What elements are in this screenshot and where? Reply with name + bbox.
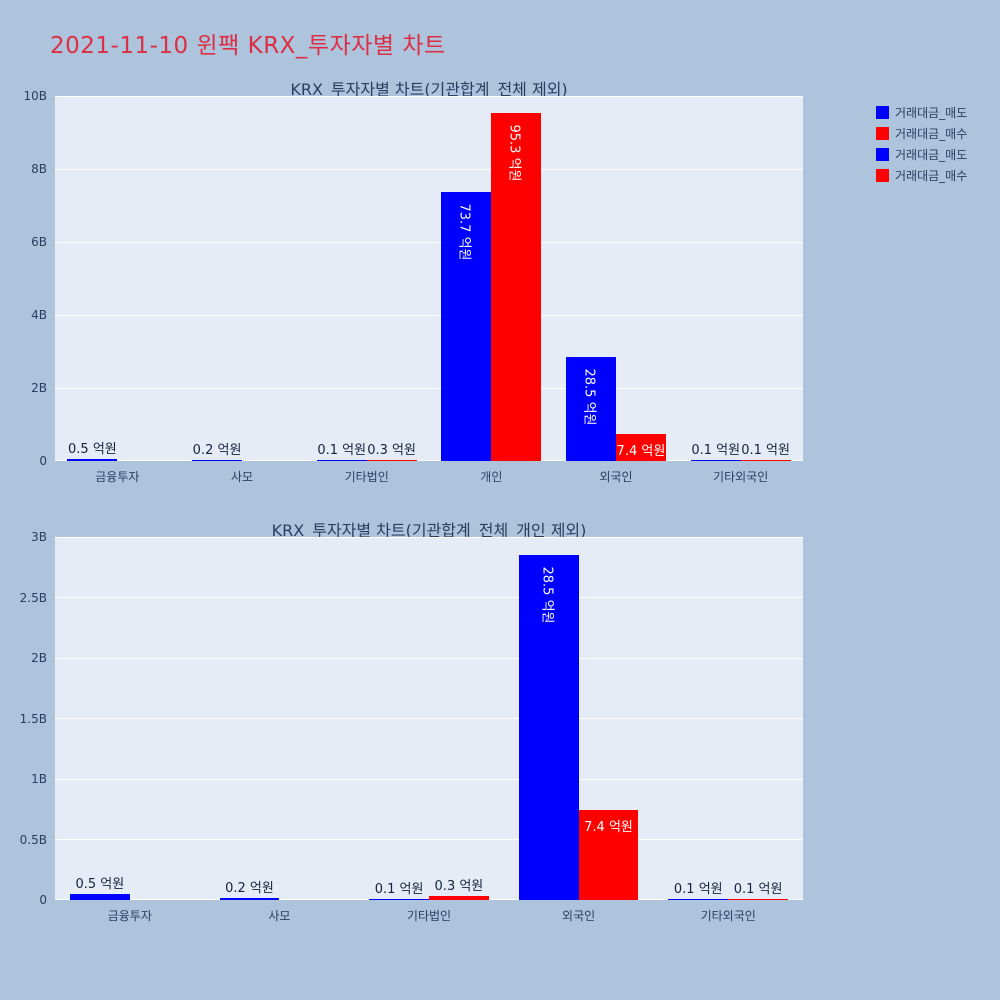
bar-value-label: 0.1 억원 [673,881,723,897]
x-tick-label: 기타법인 [406,909,452,923]
legend-swatch-icon [876,106,889,119]
bar-value-label: 73.7 억원 [456,203,472,261]
chart-title: KRX_투자자별 차트(기관합계_전체 제외) [290,80,568,99]
bar-거래대금_매수-개인[interactable]: 95.3 억원 [491,113,542,461]
bar-거래대금_매도-개인[interactable]: 73.7 억원 [441,192,492,461]
page-title: 2021-11-10 윈팩 KRX_투자자별 차트 [50,33,446,59]
chart-title: KRX_투자자별 차트(기관합계_전체_개인 제외) [271,521,587,540]
bar-value-label: 0.1 억원 [691,443,741,458]
bar-거래대금_매수-기타외국인[interactable]: 0.1 억원 [740,443,791,461]
bar-value-label: 0.1 억원 [374,881,424,897]
x-tick-label: 개인 [480,470,503,484]
bar-거래대금_매수-기타법인[interactable]: 0.3 억원 [366,443,417,461]
y-tick-label: 0 [39,454,47,468]
y-tick-label: 0.5B [19,832,47,847]
bar-value-label: 0.2 억원 [192,443,242,458]
bar-거래대금_매수-외국인[interactable]: 7.4 억원 [616,434,666,461]
bar-거래대금_매도-사모[interactable]: 0.2 억원 [219,881,280,900]
x-tick-label: 기타외국인 [713,470,769,484]
gridline [55,387,803,389]
y-tick-label: 0 [39,893,47,907]
bar-value-label: 0.5 억원 [75,876,125,892]
bar-value-label: 0.2 억원 [225,880,274,896]
gridline [55,839,803,840]
gridline [55,778,803,780]
bar-거래대금_매수-외국인[interactable]: 7.4 억원 [578,810,639,900]
x-tick-label: 사모 [230,470,254,484]
bar-value-label: 7.4 억원 [616,444,666,459]
x-tick-label: 외국인 [599,470,633,484]
legend-item-1[interactable]: 거래대금_매수 [876,123,967,144]
gridline [55,96,803,97]
gridline [55,718,803,719]
gridline [55,597,803,598]
x-tick-label: 금융투자 [107,909,152,923]
bar-value-label: 28.5 억원 [539,566,555,624]
bar-거래대금_매도-기타법인[interactable]: 0.1 억원 [316,443,367,461]
legend-label: 거래대금_매수 [895,127,968,141]
bar-value-label: 28.5 억원 [581,368,597,426]
legend: 거래대금_매도 거래대금_매수 거래대금_매도 거래대금_매수 [876,102,967,186]
y-tick-label: 1.5B [19,711,47,726]
y-tick-label: 2B [31,381,47,395]
x-tick-label: 기타법인 [344,470,389,484]
bar-value-label: 7.4 억원 [584,820,633,836]
bar-value-label: 95.3 억원 [506,124,522,182]
bar-value-label: 0.1 억원 [317,443,367,458]
legend-swatch-icon [876,148,889,161]
bar-거래대금_매도-기타외국인[interactable]: 0.1 억원 [668,882,729,900]
legend-item-2[interactable]: 거래대금_매도 [876,144,967,165]
legend-label: 거래대금_매도 [895,106,968,120]
bar-거래대금_매도-금융투자[interactable]: 0.5 억원 [67,442,118,461]
gridline [55,168,803,170]
x-tick-label: 기타외국인 [700,909,756,923]
bar-거래대금_매도-외국인[interactable]: 28.5 억원 [566,356,616,461]
y-tick-label: 6B [31,235,47,249]
bar-거래대금_매도-기타법인[interactable]: 0.1 억원 [369,882,429,900]
gridline [55,460,803,461]
bar-value-label: 0.1 억원 [733,881,783,897]
legend-swatch-icon [876,169,889,182]
legend-item-3[interactable]: 거래대금_매수 [876,165,967,186]
gridline [55,314,803,316]
x-tick-label: 외국인 [562,909,596,923]
bar-거래대금_매수-기타외국인[interactable]: 0.1 억원 [728,882,789,900]
bar-value-label: 0.3 억원 [367,442,416,458]
y-tick-label: 2B [31,651,47,665]
y-tick-label: 2.5B [19,590,47,605]
x-tick-label: 사모 [268,909,291,923]
y-tick-label: 8B [31,162,47,176]
bar-거래대금_매도-금융투자[interactable]: 0.5 억원 [69,877,130,900]
bar-value-label: 0.1 억원 [741,443,790,458]
y-tick-label: 4B [31,308,47,322]
bar-거래대금_매도-기타외국인[interactable]: 0.1 억원 [690,443,741,461]
legend-swatch-icon [876,127,889,140]
legend-label: 거래대금_매수 [895,169,968,183]
plot-area: 0.5 억원 0.2 억원 0.1 억원 0.3 억원 73.7 억원 95.3 억원 28… [55,96,803,461]
gridline [55,241,803,243]
legend-item-0[interactable]: 거래대금_매도 [876,102,967,123]
y-tick-label: 10B [23,89,47,103]
bar-거래대금_매도-사모[interactable]: 0.2 억원 [192,443,242,461]
gridline [55,657,803,659]
bar-value-label: 0.3 억원 [434,879,484,895]
plot-area: 0.5 억원 0.2 억원 0.1 억원 0.3 억원 28.5 억원 7.4 억원 0.1… [55,537,803,900]
x-tick-label: 금융투자 [95,470,140,484]
bar-value-label: 0.5 억원 [68,442,117,458]
y-tick-label: 1B [31,772,47,786]
legend-label: 거래대금_매도 [895,148,968,162]
gridline [55,537,803,538]
bar-거래대금_매도-외국인[interactable]: 28.5 억원 [518,555,579,900]
bar-거래대금_매수-기타법인[interactable]: 0.3 억원 [429,879,489,900]
y-tick-label: 3B [31,530,47,544]
